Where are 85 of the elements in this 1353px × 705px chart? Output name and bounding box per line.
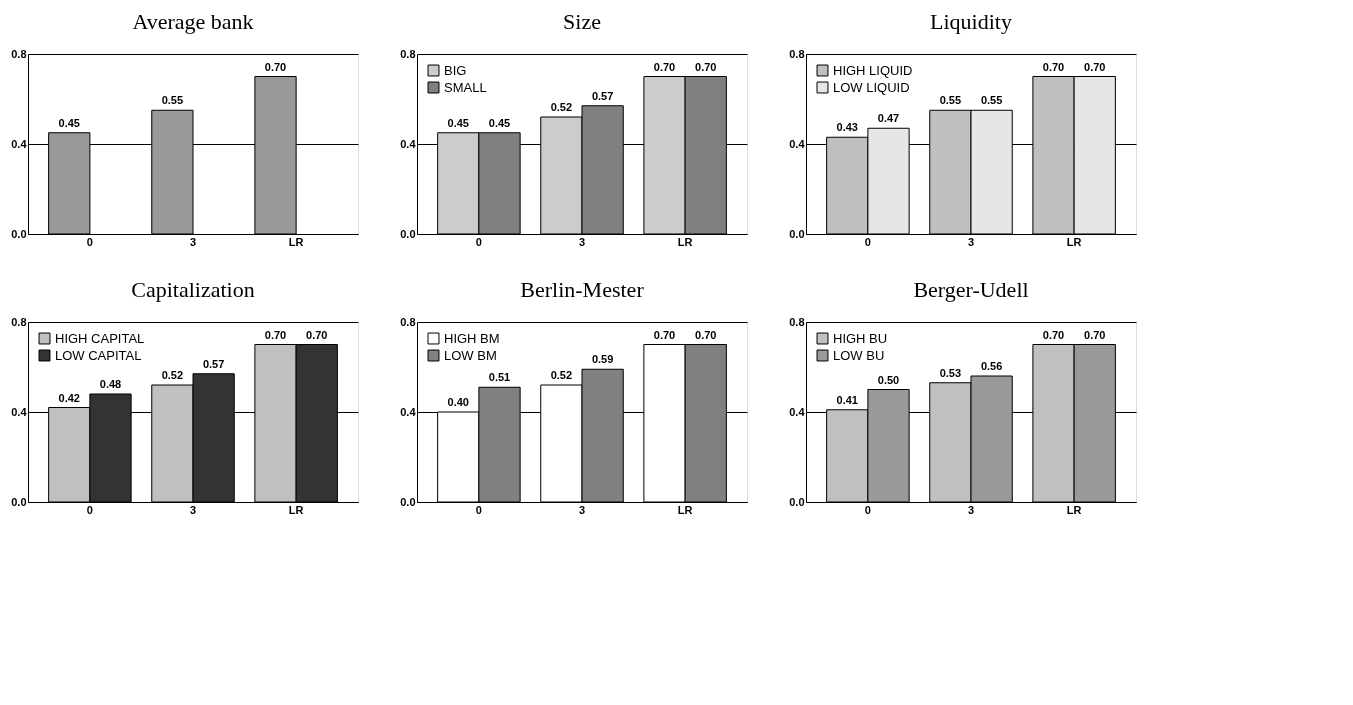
legend-label: HIGH LIQUID: [833, 62, 913, 78]
data-label: 0.48: [99, 378, 122, 390]
x-tick-label: 3: [189, 235, 197, 248]
data-label: 0.43: [836, 121, 858, 134]
data-label: 0.52: [550, 101, 573, 113]
y-tick-label: 0.4: [11, 137, 28, 150]
data-label: 0.57: [591, 89, 614, 102]
data-label: 0.53: [939, 366, 962, 379]
y-tick-label: 0.0: [400, 227, 416, 240]
data-label: 0.70: [264, 60, 287, 73]
legend-label: HIGH CAPITAL: [55, 330, 145, 346]
data-label: 0.59: [591, 353, 614, 366]
y-tick-label: 0.0: [11, 495, 27, 508]
y-tick-label: 0.0: [11, 227, 27, 240]
x-tick-label: 3: [967, 235, 975, 248]
x-tick-label: 0: [864, 235, 871, 248]
data-label: 0.40: [447, 396, 469, 408]
data-label: 0.45: [488, 116, 511, 129]
legend-label: LOW BU: [833, 347, 885, 363]
data-label: 0.56: [980, 360, 1003, 372]
y-tick-label: 0.0: [789, 227, 805, 240]
x-tick-label: 0: [475, 235, 482, 248]
data-label: 0.70: [1042, 328, 1065, 341]
x-tick-label: 0: [475, 503, 482, 516]
data-label: 0.55: [161, 94, 184, 107]
legend-label: LOW BM: [444, 347, 497, 363]
chart-title: Berger-Udell: [913, 277, 1029, 302]
legend-label: LOW LIQUID: [833, 79, 910, 95]
legend-label: HIGH BU: [833, 330, 888, 346]
y-tick-label: 0.4: [11, 405, 28, 418]
legend-label: HIGH BM: [444, 330, 500, 346]
y-tick-label: 0.0: [789, 495, 805, 508]
y-tick-label: 0.8: [400, 315, 416, 328]
y-tick-label: 0.8: [400, 47, 416, 60]
data-label: 0.42: [58, 391, 80, 404]
x-tick-label: LR: [288, 503, 304, 516]
x-tick-label: LR: [1066, 503, 1082, 516]
y-tick-label: 0.8: [11, 315, 27, 328]
data-label: 0.52: [550, 369, 573, 381]
data-label: 0.70: [653, 60, 676, 73]
legend-label: BIG: [444, 62, 467, 78]
y-tick-label: 0.8: [789, 47, 805, 60]
legend-label: SMALL: [444, 79, 487, 95]
data-label: 0.51: [488, 371, 511, 384]
data-label: 0.55: [939, 94, 962, 107]
y-tick-label: 0.8: [789, 315, 805, 328]
data-label: 0.70: [695, 328, 717, 341]
data-label: 0.70: [695, 60, 717, 73]
x-tick-label: 3: [578, 503, 586, 516]
y-tick-label: 0.4: [400, 405, 417, 418]
data-label: 0.70: [1084, 328, 1106, 341]
data-label: 0.50: [877, 373, 900, 386]
data-label: 0.70: [264, 328, 287, 341]
data-label: 0.45: [447, 116, 469, 129]
x-tick-label: 3: [967, 503, 975, 516]
data-label: 0.70: [653, 328, 676, 341]
x-tick-label: LR: [288, 235, 304, 248]
y-tick-label: 0.0: [400, 495, 416, 508]
y-tick-label: 0.4: [789, 405, 806, 418]
chart-title: Average bank: [132, 9, 254, 34]
x-tick-label: 0: [86, 235, 93, 248]
data-label: 0.47: [877, 112, 900, 125]
x-tick-label: 0: [86, 503, 93, 516]
data-label: 0.45: [58, 116, 80, 129]
x-tick-label: 0: [864, 503, 871, 516]
chart-title: Capitalization: [131, 277, 255, 302]
data-label: 0.55: [980, 94, 1003, 107]
x-tick-label: LR: [1066, 235, 1082, 248]
data-label: 0.70: [1084, 60, 1106, 73]
x-tick-label: LR: [677, 503, 693, 516]
data-label: 0.57: [202, 357, 225, 370]
x-tick-label: LR: [677, 235, 693, 248]
y-tick-label: 0.8: [11, 47, 27, 60]
data-label: 0.52: [161, 369, 184, 381]
x-tick-label: 3: [578, 235, 586, 248]
data-label: 0.70: [1042, 60, 1065, 73]
data-label: 0.41: [836, 393, 858, 406]
chart-title: Size: [563, 9, 601, 34]
y-tick-label: 0.4: [789, 137, 806, 150]
legend-label: LOW CAPITAL: [55, 347, 142, 363]
y-tick-label: 0.4: [400, 137, 417, 150]
x-tick-label: 3: [189, 503, 197, 516]
chart-title: Liquidity: [930, 9, 1012, 34]
data-label: 0.70: [306, 328, 328, 341]
chart-title: Berlin-Mester: [520, 277, 645, 302]
